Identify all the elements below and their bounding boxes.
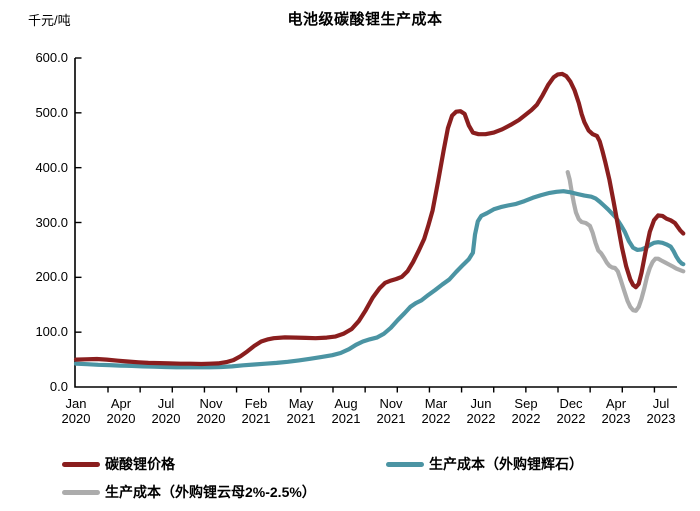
y-tick-label: 100.0: [35, 324, 68, 340]
legend-item-lithium-carbonate-price: 碳酸锂价格: [62, 455, 175, 473]
legend-swatch-spodumene-line: [386, 461, 424, 467]
x-tick-label: Nov 2021: [376, 396, 406, 426]
series-line-0: [565, 170, 686, 313]
x-tick-label: Apr 2020: [106, 396, 136, 426]
x-tick-label: Mar 2022: [421, 396, 451, 426]
chart-title: 电池级碳酸锂生产成本: [287, 11, 443, 28]
x-tick-label: Jul 2020: [151, 396, 181, 426]
y-tick-label: 0.0: [49, 379, 68, 394]
x-tick-label: Apr 2023: [601, 396, 631, 426]
x-tick-label: Feb 2021: [241, 396, 271, 426]
legend-item-cost-lepidolite: 生产成本（外购锂云母2%-2.5%）: [62, 483, 316, 501]
legend-label-spodumene: 生产成本（外购锂辉石）: [429, 456, 583, 472]
x-tick-label: Jan 2020: [61, 396, 91, 426]
x-tick-label: Jun 2022: [466, 396, 496, 426]
legend-label-price: 碳酸锂价格: [105, 456, 175, 472]
y-tick-label: 300.0: [35, 214, 68, 230]
series-line-2: [73, 71, 686, 367]
legend-swatch-price-line: [62, 461, 100, 467]
x-tick-label: May 2021: [286, 396, 316, 426]
x-tick-label: Sep 2022: [511, 396, 541, 426]
x-tick-label: Dec 2022: [556, 396, 586, 426]
x-tick-label: Jul 2023: [646, 396, 676, 426]
y-tick-label: 200.0: [35, 269, 68, 285]
x-tick-label: Aug 2021: [331, 396, 361, 426]
y-tick-label: 600.0: [35, 50, 68, 65]
legend-label-lepidolite: 生产成本（外购锂云母2%-2.5%）: [105, 484, 316, 500]
series-line-1: [73, 189, 686, 370]
x-tick-label: Nov 2020: [196, 396, 226, 426]
legend-item-cost-spodumene: 生产成本（外购锂辉石）: [386, 455, 583, 473]
y-tick-label: 500.0: [35, 104, 68, 120]
y-axis-unit-label: 千元/吨: [28, 13, 71, 28]
legend-swatch-lepidolite-line: [62, 489, 100, 495]
y-tick-label: 400.0: [35, 159, 68, 175]
